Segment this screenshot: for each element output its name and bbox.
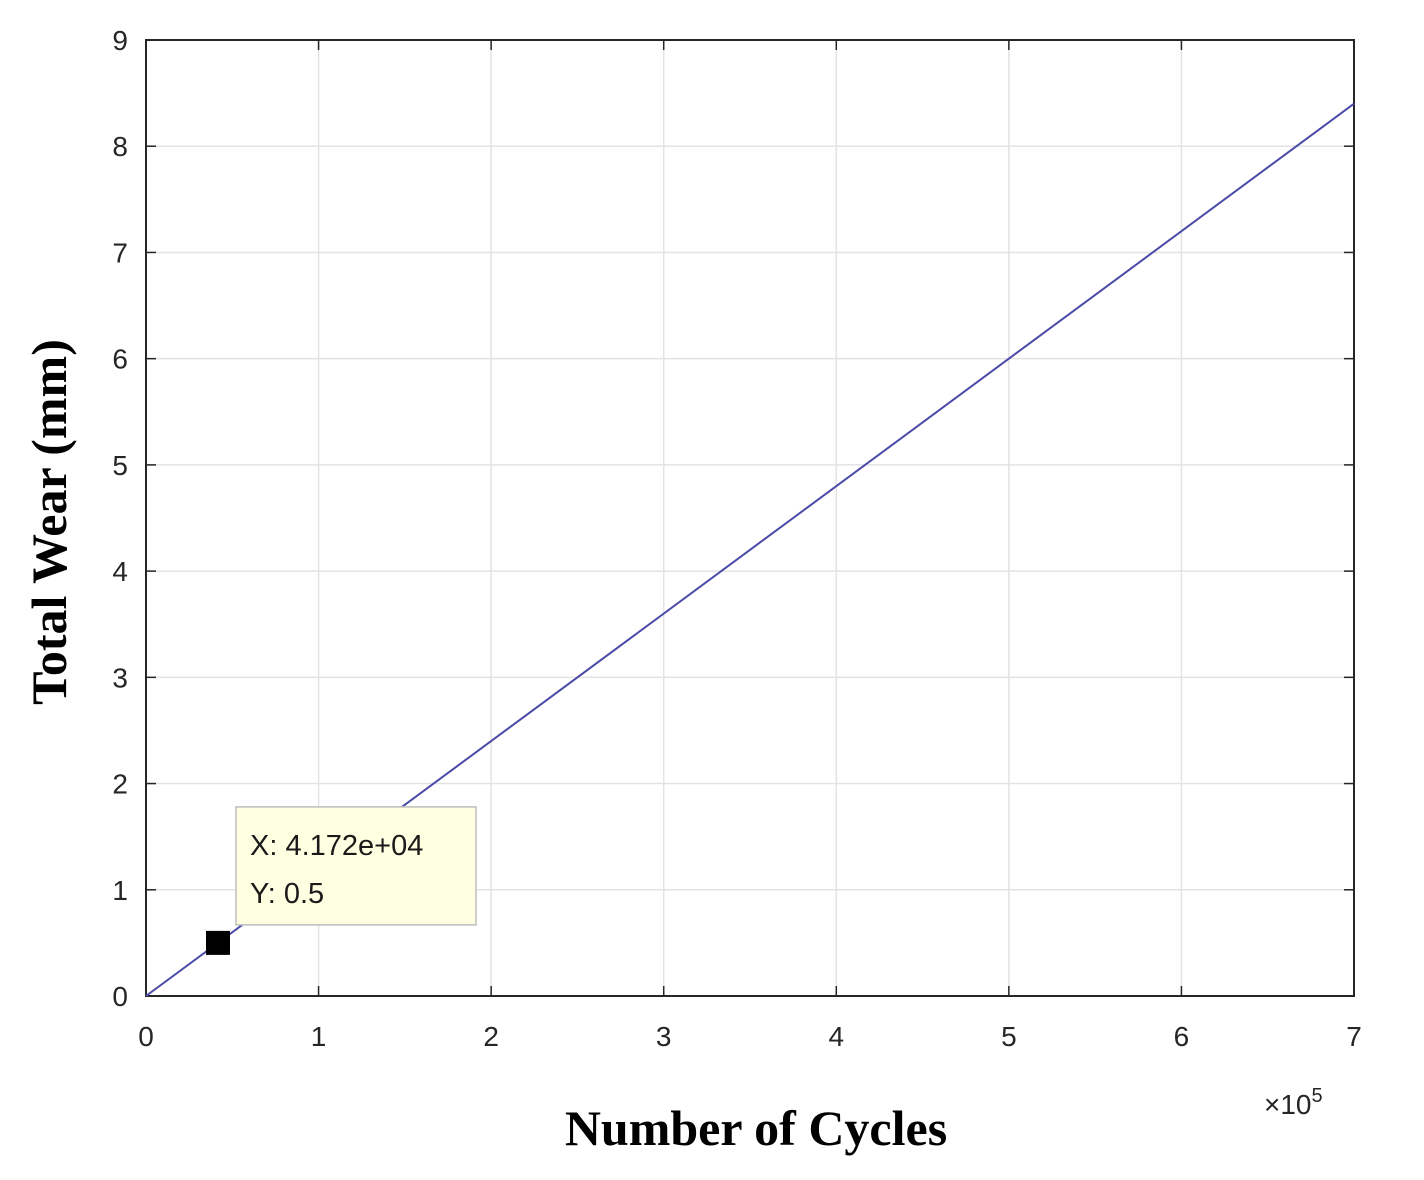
x-tick-label: 1 [311, 1021, 327, 1052]
x-tick-labels: 0 1 2 3 4 5 6 7 [138, 1021, 1362, 1052]
x-tick-label: 3 [656, 1021, 672, 1052]
y-tick-label: 0 [112, 981, 128, 1012]
plot-frame [145, 39, 1355, 997]
y-tick-labels: 0 1 2 3 4 5 6 7 8 9 [112, 25, 128, 1012]
datatip-marker[interactable] [205, 930, 230, 955]
x-tick-label: 2 [483, 1021, 499, 1052]
y-tick-label: 1 [112, 875, 128, 906]
y-tick-label: 6 [112, 344, 128, 375]
datatip-x-text: X: 4.172e+04 [250, 830, 423, 862]
y-tick-label: 7 [112, 237, 128, 268]
x-tick-label: 7 [1346, 1021, 1362, 1052]
y-tick-label: 4 [112, 556, 128, 587]
ticks [145, 39, 1355, 997]
y-tick-label: 5 [112, 450, 128, 481]
x-tick-label: 6 [1174, 1021, 1190, 1052]
x-exponent-power: 5 [1312, 1085, 1323, 1107]
y-tick-label: 8 [112, 131, 128, 162]
y-tick-label: 2 [112, 769, 128, 800]
y-tick-label: 9 [112, 25, 128, 56]
x-exponent-label: ×105 [1264, 1085, 1323, 1120]
x-axis-title: Number of Cycles [565, 1100, 947, 1156]
datatip[interactable]: X: 4.172e+04 Y: 0.5 [205, 806, 477, 955]
datatip-box [235, 806, 477, 926]
x-tick-label: 5 [1001, 1021, 1017, 1052]
x-tick-label: 4 [828, 1021, 844, 1052]
x-exponent-base: ×10 [1264, 1089, 1312, 1120]
x-tick-label: 0 [138, 1021, 154, 1052]
y-tick-label: 3 [112, 662, 128, 693]
datatip-y-text: Y: 0.5 [250, 878, 324, 910]
y-axis-title: Total Wear (mm) [21, 339, 77, 705]
